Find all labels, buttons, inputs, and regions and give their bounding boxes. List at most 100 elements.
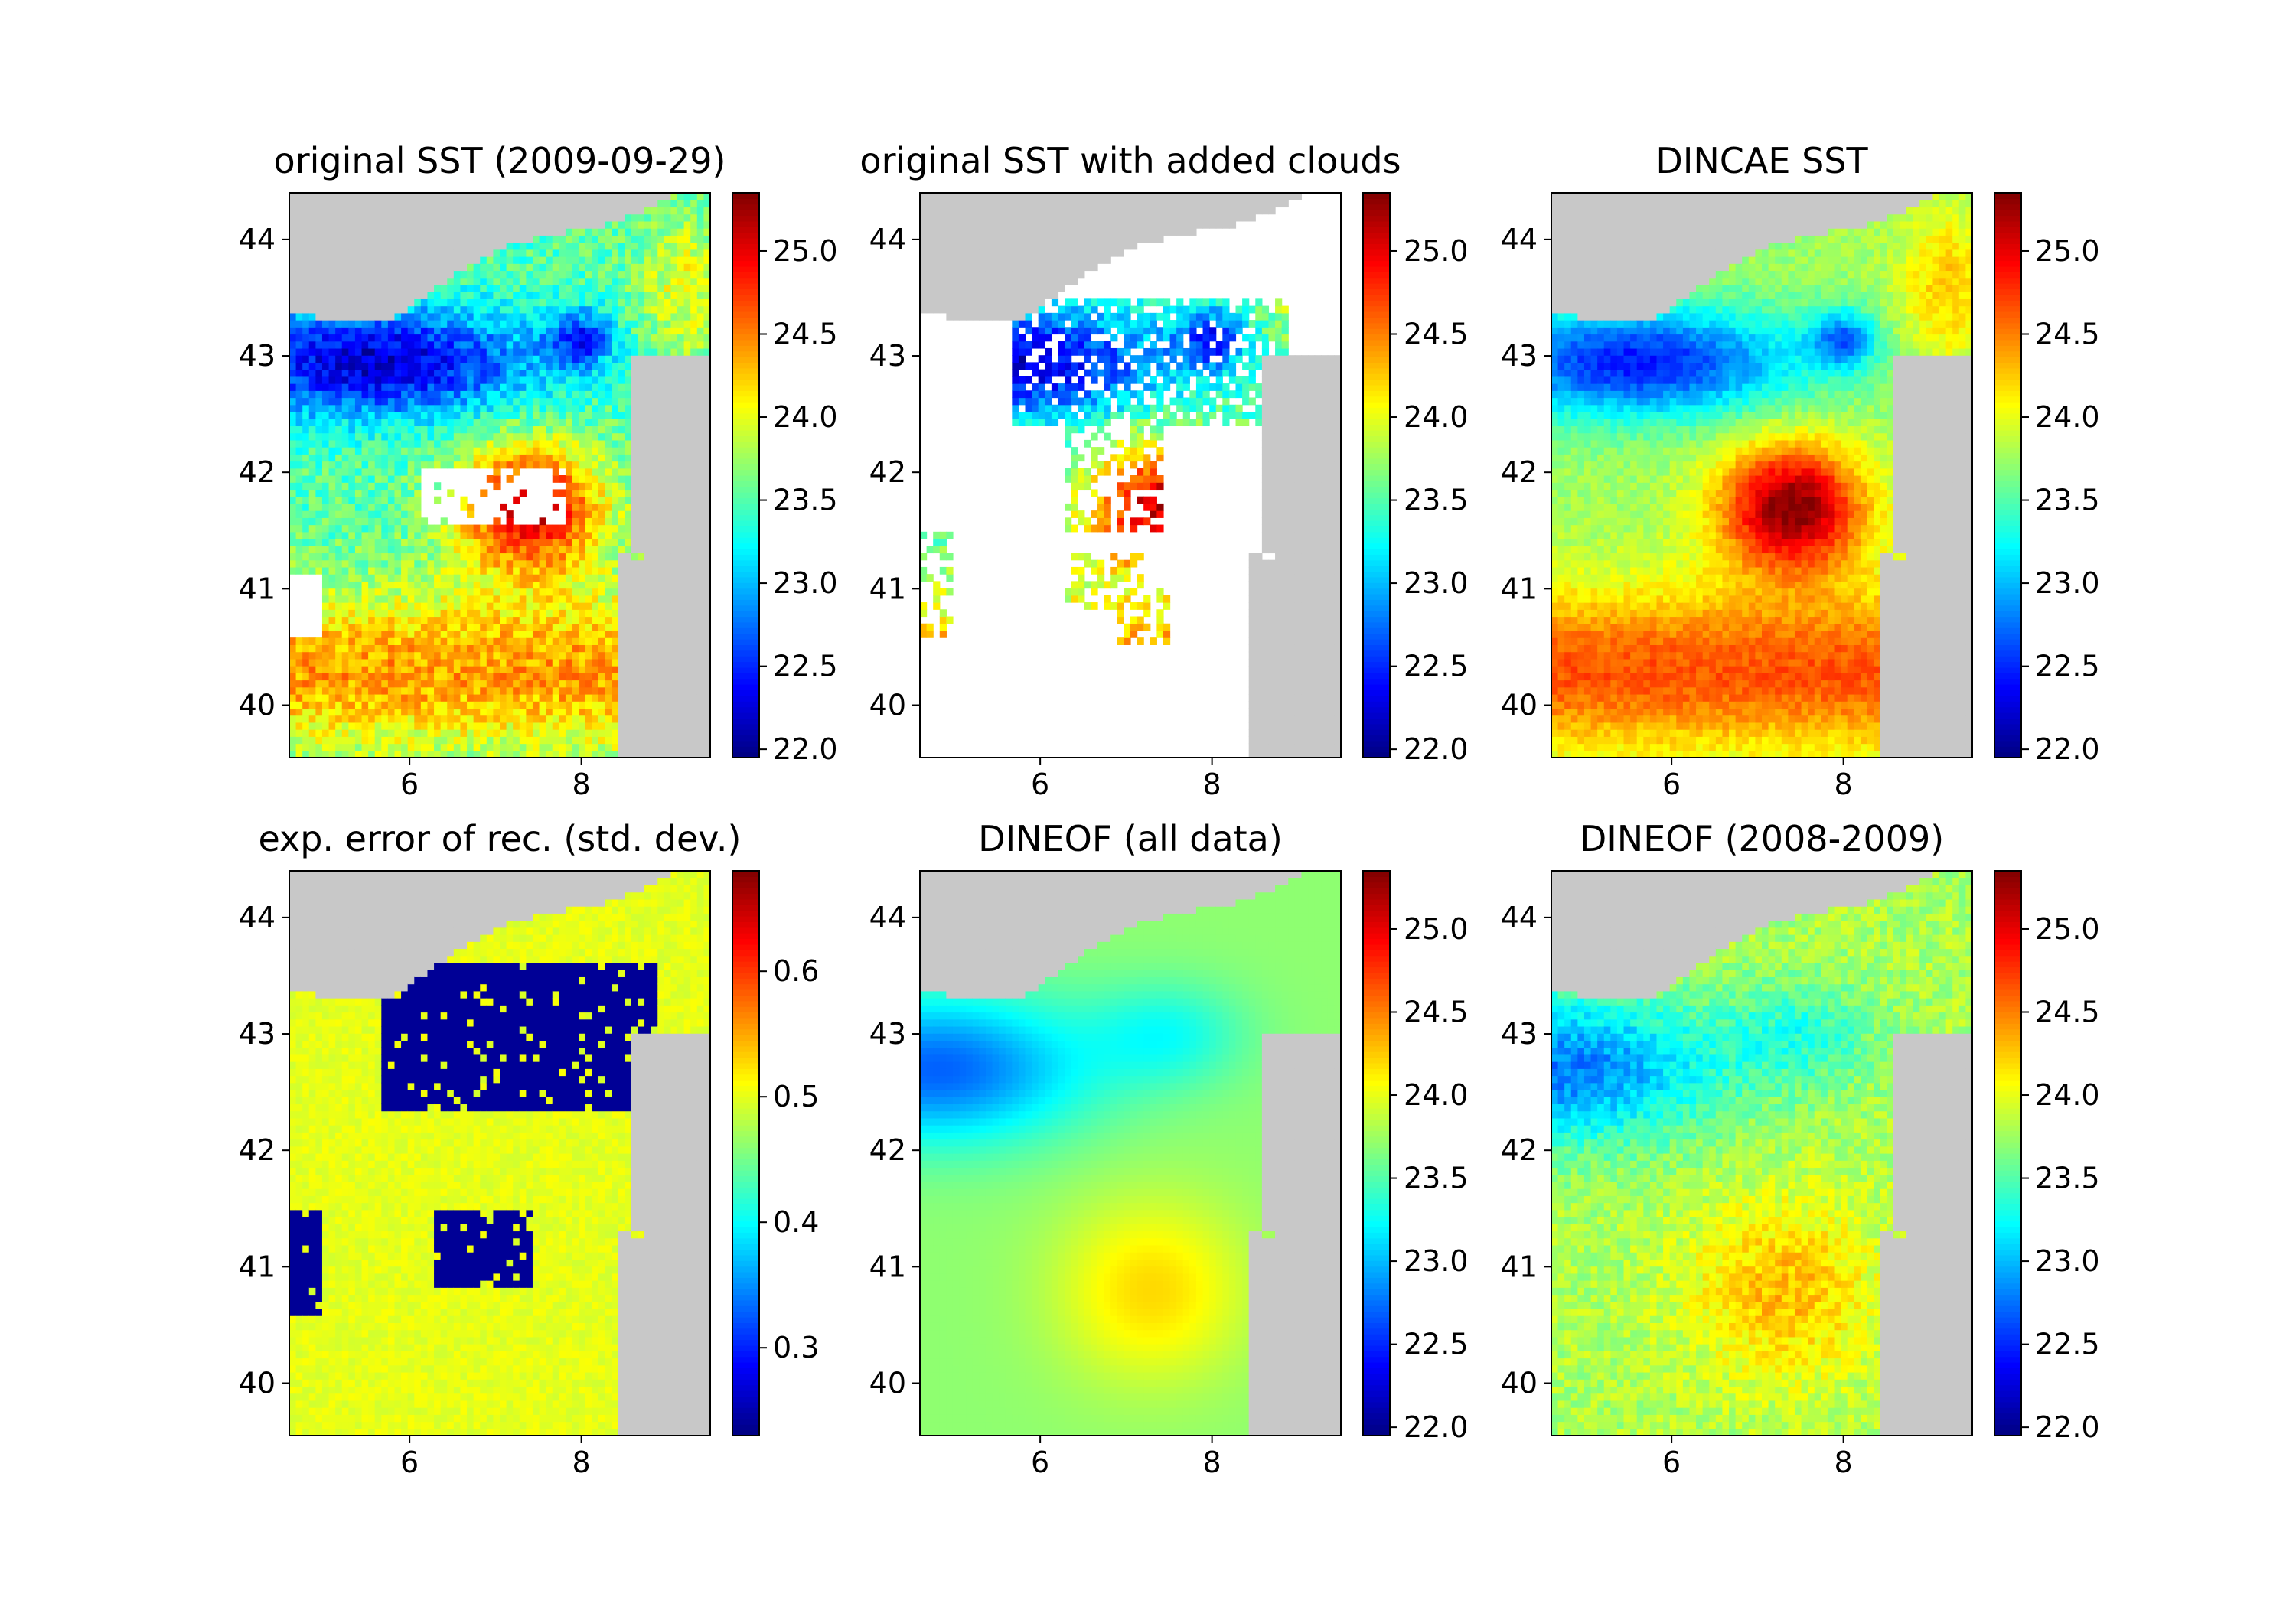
heatmap-cell [335, 644, 342, 652]
heatmap-cell [381, 553, 388, 560]
heatmap-cell [467, 532, 474, 539]
heatmap-cell [335, 376, 342, 384]
heatmap-cell [480, 412, 487, 419]
heatmap-cell [467, 362, 474, 370]
heatmap-cell [381, 687, 388, 695]
heatmap-cell [335, 235, 342, 243]
heatmap-cell [631, 510, 638, 518]
heatmap-cell [625, 644, 631, 652]
heatmap-cell [644, 447, 651, 455]
heatmap-cell [296, 461, 303, 469]
heatmap-cell [388, 433, 395, 441]
heatmap-cell [677, 348, 684, 356]
heatmap-cell [355, 701, 362, 709]
heatmap-cell [592, 362, 598, 370]
heatmap-cell [618, 637, 625, 645]
heatmap-cell [362, 327, 369, 334]
heatmap-cell [612, 207, 618, 214]
heatmap-cell [315, 362, 322, 370]
heatmap-cell [355, 644, 362, 652]
heatmap-cell [520, 447, 527, 455]
heatmap-cell [388, 609, 395, 617]
heatmap-cell [368, 327, 375, 334]
heatmap-cell [329, 235, 336, 243]
heatmap-cell [644, 207, 651, 214]
heatmap-cell [348, 602, 355, 610]
heatmap-cell [289, 659, 296, 667]
heatmap-cell [329, 376, 336, 384]
heatmap-cell [638, 525, 644, 533]
heatmap-cell [454, 736, 461, 744]
heatmap-cell [579, 588, 585, 596]
heatmap-cell [289, 553, 296, 560]
heatmap-cell [375, 405, 382, 412]
heatmap-cell [441, 574, 448, 582]
heatmap-cell [507, 285, 514, 292]
heatmap-cell [309, 461, 316, 469]
heatmap-cell [408, 602, 415, 610]
heatmap-cell [441, 588, 448, 596]
heatmap-cell [434, 207, 441, 214]
heatmap-cell [670, 370, 677, 377]
heatmap-cell [408, 298, 415, 306]
heatmap-cell [381, 398, 388, 406]
heatmap-cell [487, 532, 494, 539]
heatmap-cell [507, 412, 514, 419]
heatmap-cell [493, 475, 500, 483]
heatmap-cell [381, 228, 388, 236]
colorbar-segment [732, 470, 759, 476]
heatmap-cell [355, 390, 362, 398]
heatmap-cell [644, 489, 651, 497]
heatmap-cell [342, 405, 349, 412]
heatmap-cell [335, 666, 342, 673]
heatmap-cell [631, 673, 638, 680]
heatmap-cell [572, 214, 579, 222]
heatmap-cell [540, 652, 546, 660]
heatmap-cell [546, 370, 553, 377]
heatmap-cell [355, 687, 362, 695]
heatmap-cell [664, 489, 671, 497]
heatmap-cell [559, 581, 566, 588]
heatmap-cell [540, 327, 546, 334]
heatmap-cell [335, 673, 342, 680]
heatmap-cell [381, 497, 388, 504]
heatmap-cell [395, 461, 402, 469]
heatmap-cell [362, 243, 369, 250]
heatmap-cell [493, 243, 500, 250]
heatmap-cell [605, 694, 612, 702]
heatmap-cell [526, 461, 533, 469]
heatmap-cell [388, 666, 395, 673]
heatmap-cell [677, 243, 684, 250]
heatmap-cell [289, 539, 296, 546]
heatmap-cell [322, 461, 329, 469]
heatmap-cell [427, 687, 434, 695]
heatmap-cell [651, 539, 658, 546]
heatmap-cell [362, 355, 369, 363]
heatmap-cell [348, 425, 355, 433]
heatmap-cell [427, 298, 434, 306]
heatmap-cell [598, 736, 605, 744]
heatmap-cell [474, 412, 481, 419]
heatmap-cell [296, 454, 303, 461]
heatmap-cell [559, 560, 566, 568]
heatmap-cell [315, 313, 322, 321]
heatmap-cell [427, 370, 434, 377]
heatmap-cell [460, 525, 467, 533]
heatmap-cell [434, 708, 441, 715]
heatmap-cell [559, 546, 566, 553]
heatmap-cell [322, 193, 329, 200]
heatmap-cell [612, 489, 618, 497]
heatmap-cell [677, 263, 684, 271]
heatmap-cell [507, 270, 514, 278]
heatmap-cell [598, 228, 605, 236]
heatmap-cell [421, 306, 428, 314]
heatmap-cell [677, 715, 684, 723]
heatmap-cell [664, 602, 671, 610]
heatmap-cell [566, 243, 572, 250]
heatmap-cell [598, 624, 605, 631]
heatmap-cell [690, 348, 697, 356]
heatmap-cell [500, 694, 507, 702]
heatmap-cell [309, 327, 316, 334]
heatmap-cell [480, 249, 487, 257]
heatmap-cell [605, 461, 612, 469]
